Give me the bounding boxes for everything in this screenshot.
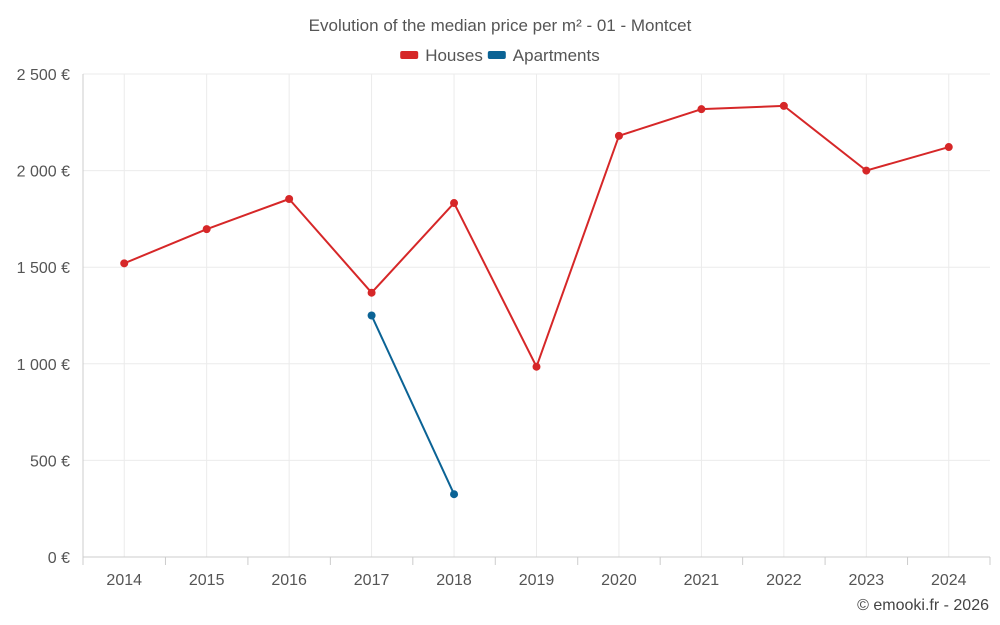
chart-title: Evolution of the median price per m² - 0… <box>309 16 692 35</box>
legend-item-apartments[interactable]: Apartments <box>487 46 600 65</box>
x-tick-label: 2018 <box>436 572 472 589</box>
x-tick-label: 2019 <box>519 572 555 589</box>
apartments-point[interactable] <box>367 311 376 320</box>
houses-point[interactable] <box>697 105 706 114</box>
chart-legend[interactable]: Houses Apartments <box>400 46 600 65</box>
grid-lines <box>83 73 990 557</box>
credit-text: © emooki.fr - 2026 <box>857 597 989 614</box>
legend-swatch <box>400 51 419 59</box>
legend-label: Apartments <box>513 46 600 65</box>
legend-label: Houses <box>425 46 483 65</box>
x-tick-label: 2014 <box>106 572 142 589</box>
houses-point[interactable] <box>120 259 129 268</box>
x-tick-label: 2022 <box>766 572 802 589</box>
legend-swatch <box>487 51 506 59</box>
houses-point[interactable] <box>614 131 623 140</box>
houses-point[interactable] <box>367 288 376 297</box>
houses-point[interactable] <box>532 362 541 371</box>
houses-point[interactable] <box>944 143 953 152</box>
apartments-point[interactable] <box>450 490 459 499</box>
y-axis: 0 € 500 € 1 000 € 1 500 € 2 000 € 2 500 € <box>17 67 84 567</box>
houses-point[interactable] <box>779 101 788 110</box>
apartments-series-line <box>370 315 455 495</box>
y-tick-label: 1 500 € <box>17 260 70 277</box>
houses-point[interactable] <box>202 225 211 234</box>
houses-point[interactable] <box>450 199 459 208</box>
y-tick-label: 2 500 € <box>17 67 70 84</box>
x-axis: 2014 2015 2016 2017 2018 2019 2020 2021 2022 2023… <box>82 556 991 589</box>
y-tick-label: 2 000 € <box>17 164 70 181</box>
x-tick-label: 2023 <box>849 572 885 589</box>
series-layer <box>120 101 953 499</box>
x-tick-label: 2015 <box>189 572 225 589</box>
y-tick-label: 0 € <box>48 550 70 567</box>
y-tick-label: 500 € <box>30 453 70 470</box>
houses-point[interactable] <box>285 195 294 204</box>
y-tick-label: 1 000 € <box>17 357 70 374</box>
x-tick-label: 2017 <box>354 572 390 589</box>
x-tick-label: 2024 <box>931 572 967 589</box>
houses-point[interactable] <box>862 166 871 175</box>
x-tick-label: 2016 <box>271 572 307 589</box>
x-tick-label: 2020 <box>601 572 637 589</box>
legend-item-houses[interactable]: Houses <box>400 46 483 65</box>
x-tick-label: 2021 <box>684 572 720 589</box>
